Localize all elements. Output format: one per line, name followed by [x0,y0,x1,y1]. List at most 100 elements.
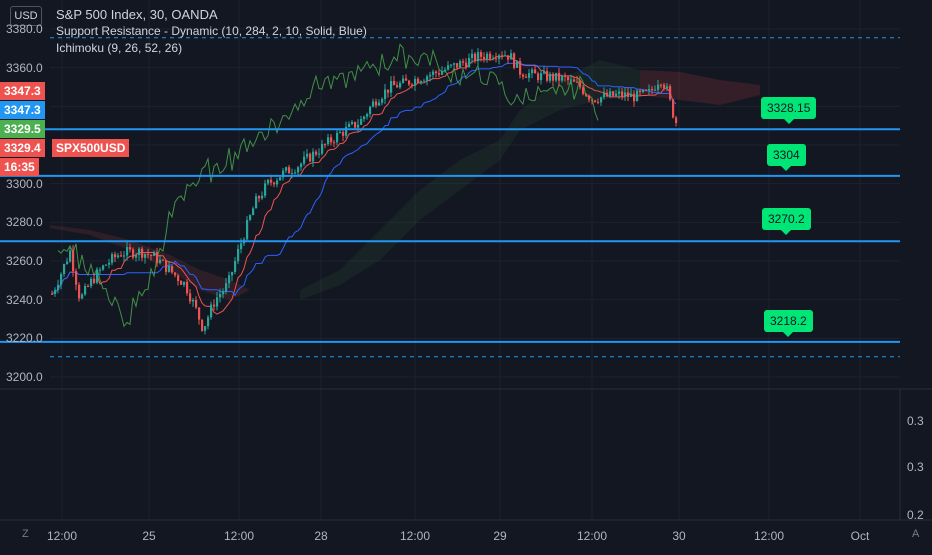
candle-body [384,89,387,99]
candle-body [132,249,135,258]
candle-body [150,254,153,256]
candle-body [273,182,276,185]
candle-body [417,78,420,83]
cloud-bullish [300,60,640,300]
candle-body [411,84,414,86]
candle-body [108,262,111,265]
candle-body [255,196,258,209]
candle-body [357,124,360,128]
candle-body [636,90,639,102]
candle-body [387,89,390,93]
candle-body [459,61,462,68]
candle-body [396,85,399,88]
candle-body [69,250,72,262]
candle-body [216,297,219,307]
candle-body [645,89,648,91]
candle-body [279,177,282,181]
support-resistance-lines [0,37,900,358]
candle-body [603,92,606,98]
candle-body [114,254,117,258]
candle-body [543,71,546,74]
candle-body [378,102,381,106]
candle-body [123,255,126,257]
candle-body [252,208,255,216]
candle-body [84,285,87,295]
candle-body [336,132,339,143]
candle-body [159,259,162,263]
candle-body [522,74,525,77]
symbol-tag: SPX500USD [52,139,130,157]
candle-body [297,167,300,173]
candle-body [354,121,357,128]
candle-body [639,90,642,93]
candle-body [528,73,531,78]
candle-body [381,98,384,103]
candle-body [444,69,447,72]
candle-body [504,55,507,57]
symbol-title[interactable]: S&P 500 Index, 30, OANDA [56,7,218,22]
candle-body [333,142,336,144]
candle-body [276,180,279,185]
price-tick-label: 3260.0 [6,254,43,268]
candle-body [105,264,108,266]
sub-tick-label: 0.3 [907,460,924,474]
candle-body [57,284,60,290]
price-tick-label: 3220.0 [6,331,43,346]
candle-body [564,75,567,77]
candle-body [507,55,510,60]
candle-body [531,69,534,74]
time-tick-label: 25 [142,529,156,543]
time-tick-label: 12:00 [576,529,608,543]
time-tick-label: 12:00 [753,529,785,543]
candle-body [609,91,612,97]
candle-body [513,53,516,68]
candle-body [63,264,66,275]
candle-body [627,92,630,97]
candle-body [438,73,441,75]
candle-body [567,76,570,81]
candle-body [570,79,573,81]
candle-body [555,72,558,81]
candle-body [576,81,579,83]
candle-body [339,132,342,134]
price-tag-ichimoku: 3329.5 [0,120,45,138]
kijun-line [51,62,677,297]
candle-body [660,84,663,86]
time-tick-label: Oct [850,529,870,543]
candle-body [234,261,237,273]
candle-body [642,89,645,93]
candle-body [117,255,120,258]
zoom-icon[interactable]: Z [22,528,29,540]
candle-body [285,167,288,171]
time-tick-label: 12:00 [46,529,78,543]
candle-body [582,87,585,94]
candle-body [96,269,99,283]
candle-body [213,304,216,307]
candle-body [192,299,195,302]
price-tick-label: 3200.0 [6,370,43,384]
candle-body [345,126,348,136]
candle-body [435,71,438,74]
candle-body [228,275,231,284]
candle-body [111,254,114,263]
candle-body [189,293,192,302]
candle-body [501,55,504,57]
candle-body [99,269,102,271]
candle-body [201,319,204,331]
currency-badge[interactable]: USD [10,6,42,26]
candle-body [648,89,651,91]
candle-body [120,255,123,257]
candle-body [90,278,93,287]
candle-body [147,253,150,255]
auto-scale-icon[interactable]: A [912,528,920,540]
candle-body [240,243,243,250]
candle-body [186,281,189,294]
candle-body [432,71,435,75]
candle-body [393,81,396,86]
candle-body [600,97,603,103]
indicator-ichimoku-label[interactable]: Ichimoku (9, 26, 52, 26) [56,41,183,55]
indicator-sr-label[interactable]: Support Resistance - Dynamic (10, 284, 2… [56,24,367,38]
candle-body [351,121,354,124]
